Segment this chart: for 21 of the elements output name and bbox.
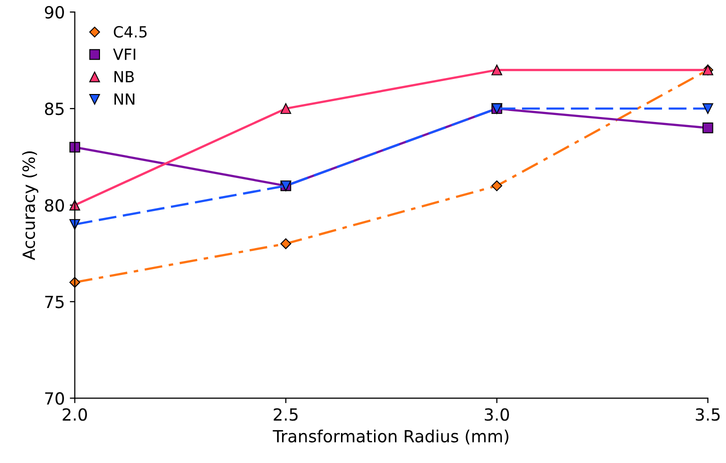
point <box>280 103 292 114</box>
legend-label: NB <box>114 71 134 82</box>
x-axis-title: Transformation Radius (mm) <box>272 430 508 444</box>
point <box>702 103 714 114</box>
y-tick-label: 75 <box>45 296 64 308</box>
x-tick-label: 3.5 <box>696 408 720 421</box>
x-tick-label: 2.5 <box>274 408 298 421</box>
x-tick-label: 2.0 <box>62 408 87 421</box>
point <box>491 64 502 76</box>
point <box>280 238 292 250</box>
y-tick-label: 90 <box>44 6 64 19</box>
point <box>491 180 502 192</box>
x-tick-label: 3.0 <box>484 408 509 421</box>
y-axis-title: Accuracy (%) <box>22 151 38 260</box>
legend-label: C4.5 <box>114 26 147 38</box>
point <box>702 122 714 134</box>
y-tick-label: 85 <box>44 102 64 116</box>
y-tick-label: 80 <box>44 199 64 212</box>
legend-label: VFI <box>113 48 136 60</box>
y-tick-label: 70 <box>45 392 64 405</box>
legend-label: NN <box>114 94 134 105</box>
